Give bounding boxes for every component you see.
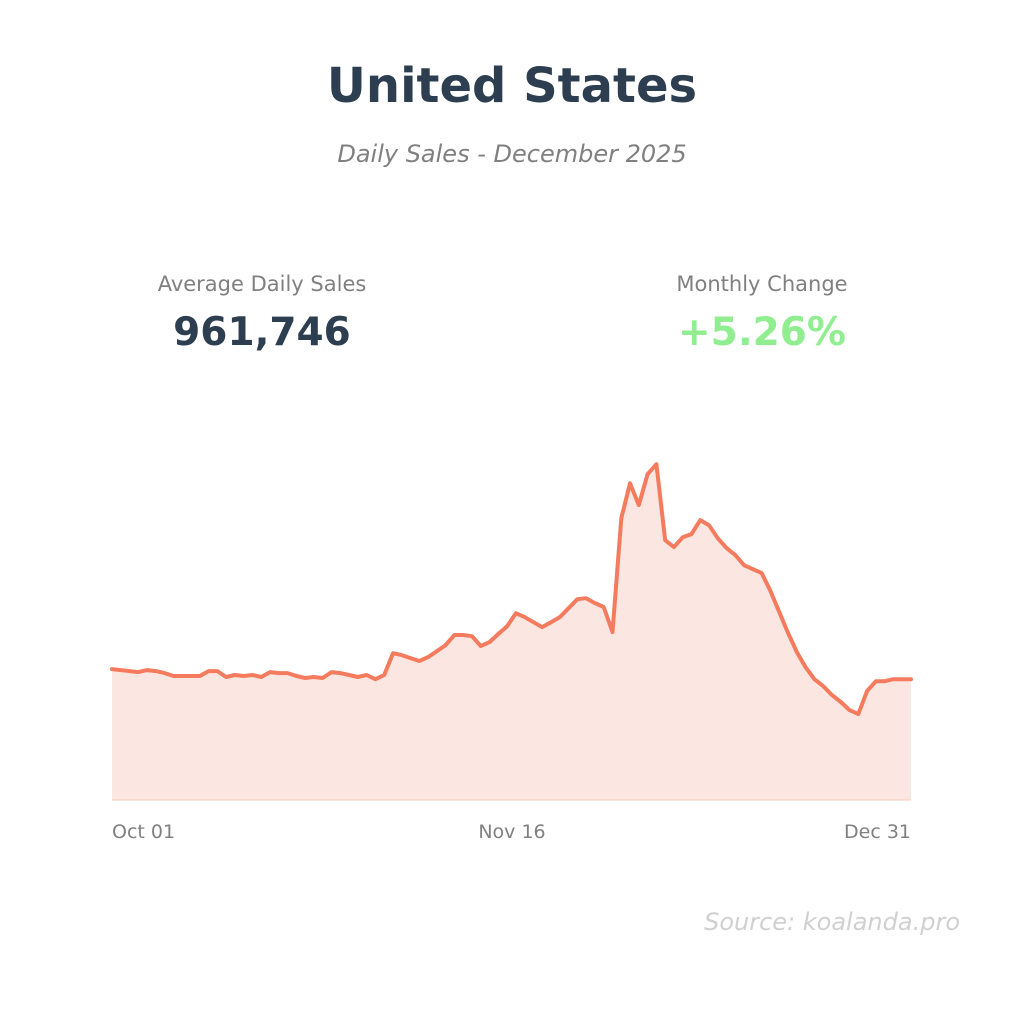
page-title: United States — [326, 58, 698, 114]
x-tick-label: Nov 16 — [478, 821, 545, 843]
x-tick-label: Oct 01 — [112, 821, 175, 843]
sales-line — [110, 462, 913, 717]
source-credit: Source: koalanda.pro — [704, 908, 960, 936]
monthly-change-label: Monthly Change — [676, 272, 848, 296]
average-daily-sales-value: 961,746 — [173, 310, 351, 355]
monthly-change-value: +5.26% — [678, 310, 846, 355]
average-daily-sales-label: Average Daily Sales — [157, 272, 367, 296]
page-subtitle: Daily Sales - December 2025 — [337, 140, 687, 168]
sales-area-fill — [112, 464, 911, 800]
x-tick-label: Dec 31 — [844, 821, 911, 843]
